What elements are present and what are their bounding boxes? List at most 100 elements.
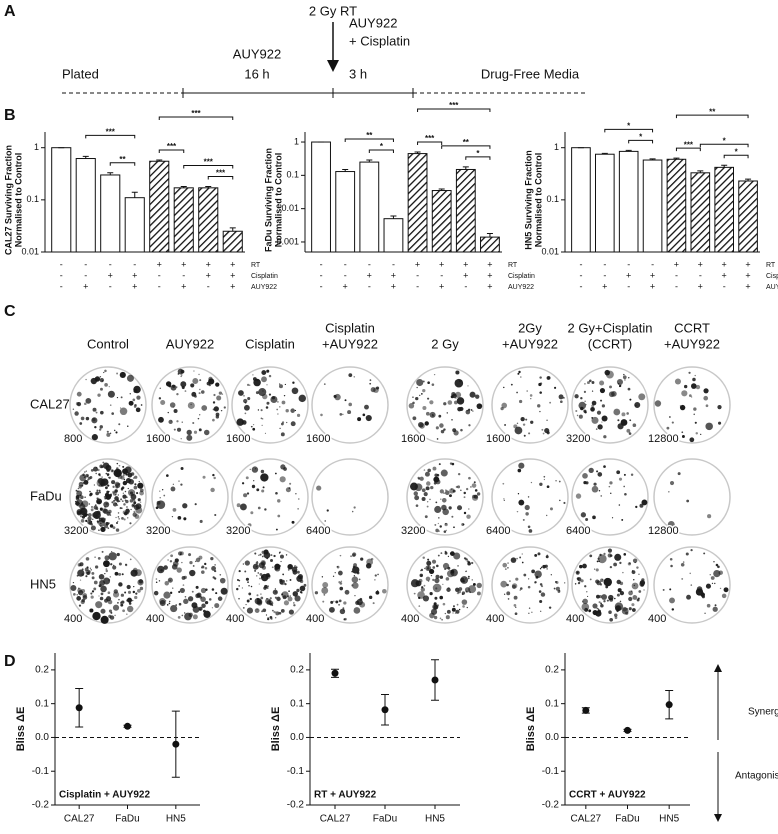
x-tick-label: CAL27 [571, 814, 602, 825]
colony [709, 574, 711, 576]
condition-sign: - [109, 259, 112, 269]
colonies [667, 472, 712, 528]
colony [591, 381, 595, 384]
y-tick-label: 0.01 [541, 246, 559, 256]
colony [117, 601, 119, 604]
colony [135, 407, 141, 413]
colony [323, 593, 326, 596]
colony [79, 579, 82, 581]
colony [198, 555, 203, 560]
error-bar [342, 168, 349, 172]
colony [102, 508, 107, 514]
significance-label: *** [106, 128, 116, 137]
column-header: 2 Gy+Cisplatin [568, 320, 653, 335]
colony [295, 493, 297, 495]
colony [524, 504, 530, 511]
bar [407, 153, 428, 253]
colony [641, 499, 648, 506]
colony [628, 432, 632, 435]
error-bar [697, 170, 704, 173]
colony [426, 505, 429, 508]
colony [448, 506, 452, 510]
data-point [124, 722, 131, 730]
colony [296, 588, 300, 593]
colony [213, 476, 216, 480]
colony [118, 598, 120, 601]
colony [261, 370, 267, 375]
colony [703, 552, 706, 555]
colony [472, 410, 474, 412]
colony [438, 414, 442, 418]
colony [123, 478, 126, 481]
condition-sign: + [108, 270, 113, 280]
colony [244, 412, 247, 415]
colony [374, 574, 377, 577]
bar [359, 161, 380, 253]
colony [117, 520, 119, 523]
colony [473, 494, 478, 499]
colony [98, 500, 102, 504]
colony [503, 386, 505, 389]
condition-sign: - [182, 270, 185, 280]
error-bar [486, 232, 493, 238]
colony [580, 579, 584, 583]
colony [250, 511, 254, 515]
colony [91, 434, 98, 441]
colony [339, 554, 342, 557]
colony [623, 485, 626, 488]
significance-bracket [368, 149, 394, 153]
colony [427, 580, 430, 582]
colony [254, 608, 260, 613]
colony [167, 382, 170, 385]
colony [279, 384, 283, 389]
error-bar [745, 178, 752, 181]
colony [277, 499, 281, 503]
colony [553, 587, 556, 590]
colony [236, 418, 244, 426]
colony [79, 474, 87, 482]
colony [681, 577, 684, 580]
colony [124, 490, 127, 493]
colony [706, 603, 711, 608]
colony [296, 413, 301, 417]
condition-sign: + [230, 259, 235, 269]
colony [564, 582, 566, 584]
colony [77, 487, 80, 490]
colony [274, 563, 281, 570]
colony [92, 611, 101, 621]
colony [241, 482, 245, 485]
colony [504, 568, 507, 570]
colony [95, 514, 100, 519]
colony [90, 592, 93, 595]
colony [140, 404, 143, 406]
condition-sign: + [343, 281, 348, 291]
colony [599, 380, 605, 386]
colony [100, 615, 109, 624]
colony [437, 522, 439, 525]
colony [514, 426, 523, 435]
colony [451, 607, 456, 612]
data-point [582, 706, 590, 714]
colony [110, 493, 112, 496]
colony [525, 418, 528, 421]
colony [629, 398, 632, 401]
colony [471, 483, 477, 488]
colony [127, 517, 129, 519]
colony [125, 496, 128, 499]
colony [293, 602, 295, 604]
colony [264, 508, 267, 511]
colony [601, 594, 608, 600]
colony [120, 475, 125, 480]
colony [274, 590, 277, 593]
colony [200, 390, 205, 394]
colony [267, 618, 270, 621]
colony [120, 603, 124, 607]
colony [507, 567, 509, 569]
timeline-phase-label: AUY922 [349, 15, 397, 30]
row-label: FaDu [30, 488, 62, 503]
colony [693, 407, 697, 411]
colony [129, 491, 134, 495]
colony [439, 617, 442, 620]
colony [600, 602, 603, 605]
colony [558, 394, 564, 400]
